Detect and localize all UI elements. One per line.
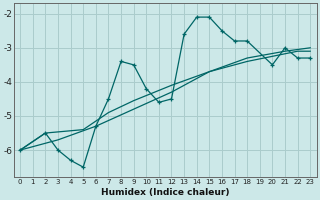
X-axis label: Humidex (Indice chaleur): Humidex (Indice chaleur) — [101, 188, 229, 197]
